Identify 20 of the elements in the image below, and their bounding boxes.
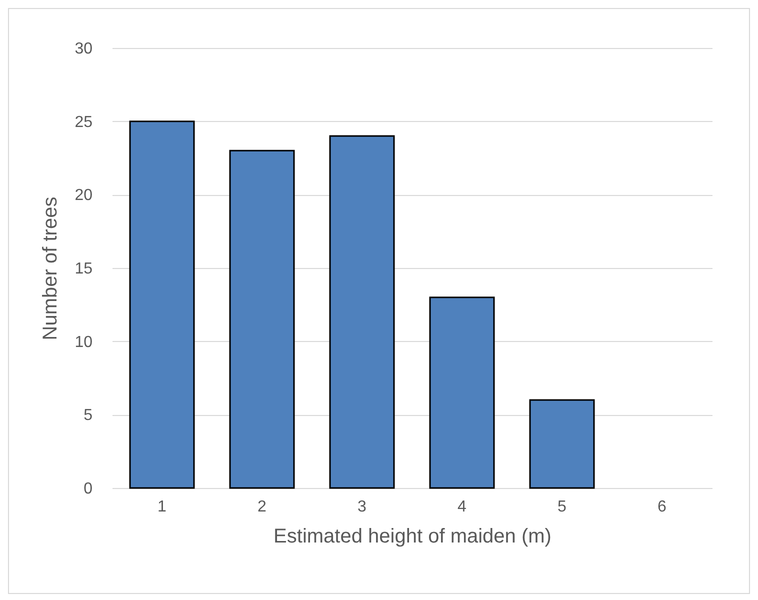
- y-tick-label: 10: [74, 334, 93, 351]
- x-axis-title: Estimated height of maiden (m): [274, 526, 552, 548]
- x-tick-label: 2: [258, 498, 267, 516]
- y-tick-label: 5: [84, 407, 93, 424]
- x-tick-label: 4: [458, 498, 467, 516]
- y-tick-label: 25: [74, 114, 93, 131]
- bar: [229, 150, 295, 489]
- x-tick-label: 3: [358, 498, 367, 516]
- bar: [529, 399, 595, 489]
- bar: [429, 296, 495, 489]
- y-tick-label: 30: [74, 40, 93, 58]
- x-tick-label: 6: [658, 498, 667, 516]
- bar: [329, 135, 395, 489]
- bar: [129, 120, 195, 489]
- y-axis-title: Number of trees: [40, 196, 62, 340]
- x-tick-label: 1: [158, 498, 167, 516]
- y-tick-label: 20: [74, 187, 93, 204]
- y-tick-label: 0: [84, 480, 93, 498]
- x-tick-label: 5: [558, 498, 567, 516]
- y-tick-label: 15: [74, 260, 93, 278]
